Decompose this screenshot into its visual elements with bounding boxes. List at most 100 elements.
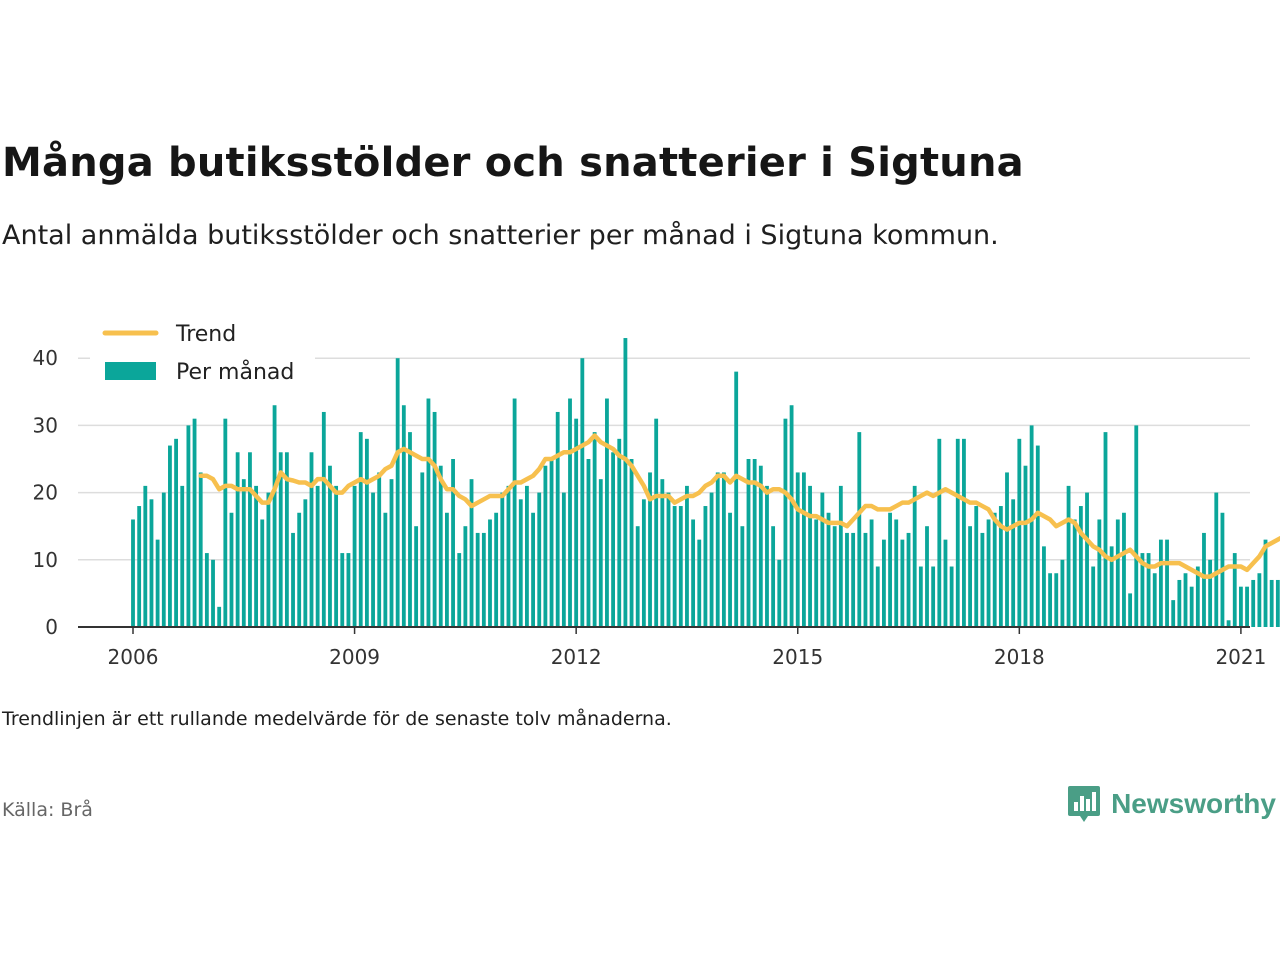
bar: [1177, 579, 1182, 627]
bar: [272, 405, 277, 627]
bar: [598, 479, 603, 627]
bar: [703, 506, 708, 627]
bar: [1023, 465, 1028, 627]
bar: [161, 492, 166, 627]
bar: [931, 566, 936, 627]
bar: [1085, 492, 1089, 627]
brand-logo: Newsworthy: [1067, 784, 1276, 824]
bar: [260, 519, 265, 627]
x-tick-label: 2006: [108, 645, 159, 669]
bar: [820, 492, 825, 627]
bar: [955, 438, 960, 627]
bar: [211, 559, 215, 627]
bar: [777, 559, 782, 627]
bar: [340, 553, 345, 627]
bar: [1214, 492, 1219, 627]
y-tick-label: 0: [45, 615, 58, 639]
bar: [974, 506, 979, 627]
bar: [451, 459, 455, 627]
bar: [395, 358, 400, 627]
bar: [857, 432, 862, 627]
bar: [758, 465, 763, 627]
bar: [364, 438, 369, 627]
bar: [1269, 579, 1274, 627]
y-tick-label: 20: [33, 481, 58, 505]
bar: [328, 465, 332, 627]
bar: [229, 512, 234, 627]
brand-name: Newsworthy: [1111, 788, 1276, 819]
bar: [918, 566, 923, 627]
bar: [863, 532, 868, 627]
bar: [518, 499, 523, 627]
bar: [1060, 559, 1065, 627]
bar: [980, 532, 985, 627]
bar: [1146, 553, 1151, 627]
bar: [734, 371, 739, 627]
bar: [685, 485, 689, 627]
bar: [574, 418, 579, 627]
bar: [943, 539, 948, 627]
bar: [617, 438, 622, 627]
bar: [457, 553, 462, 627]
bar: [1109, 546, 1114, 627]
bar: [641, 499, 646, 627]
bar: [358, 432, 363, 627]
bar: [549, 459, 554, 627]
bar: [746, 459, 751, 627]
bar: [623, 338, 628, 627]
bar: [137, 506, 142, 627]
bar: [580, 358, 585, 627]
bar: [721, 472, 726, 627]
bar: [284, 452, 289, 627]
newsworthy-logo-icon: [1068, 786, 1101, 822]
bar: [605, 398, 609, 627]
bar: [660, 479, 665, 627]
bar: [481, 532, 486, 627]
bar: [494, 512, 499, 627]
bar: [900, 539, 905, 627]
bar: [235, 452, 240, 627]
bar: [894, 519, 899, 627]
bar: [315, 485, 320, 627]
bar: [1275, 579, 1280, 627]
bar: [475, 532, 480, 627]
y-tick-label: 10: [33, 548, 58, 572]
bar: [826, 512, 831, 627]
bar: [888, 512, 892, 627]
bar: [432, 411, 437, 627]
legend-bars-label: Per månad: [176, 359, 294, 385]
bar: [1134, 425, 1139, 627]
bar: [906, 532, 911, 627]
bar: [1066, 485, 1071, 627]
bar: [309, 452, 314, 627]
bar: [814, 519, 819, 627]
bar: [586, 459, 591, 627]
bar: [143, 485, 148, 627]
bar: [801, 472, 806, 627]
bar: [377, 472, 382, 627]
bar: [420, 472, 425, 627]
bar: [611, 452, 615, 627]
bar: [1011, 499, 1016, 627]
bar: [666, 492, 671, 627]
bar: [414, 526, 419, 627]
bar-chart: 0102030402006200920122015201820212023Tre…: [33, 315, 1280, 669]
bar: [174, 438, 178, 627]
bar: [882, 539, 886, 627]
bar: [500, 492, 505, 627]
bar: [1251, 579, 1256, 627]
bar: [1048, 573, 1053, 627]
y-tick-label: 40: [33, 346, 58, 370]
chart-subtitle: Antal anmälda butiksstölder och snatteri…: [2, 220, 999, 251]
x-tick-label: 2012: [551, 645, 602, 669]
bar: [1017, 438, 1022, 627]
bar: [426, 398, 431, 627]
bar: [691, 519, 696, 627]
bar: [531, 512, 535, 627]
bar: [371, 492, 375, 627]
bar: [592, 432, 597, 627]
bar: [986, 519, 991, 627]
bar: [321, 411, 326, 627]
bar: [992, 512, 997, 627]
bar: [1232, 553, 1237, 627]
